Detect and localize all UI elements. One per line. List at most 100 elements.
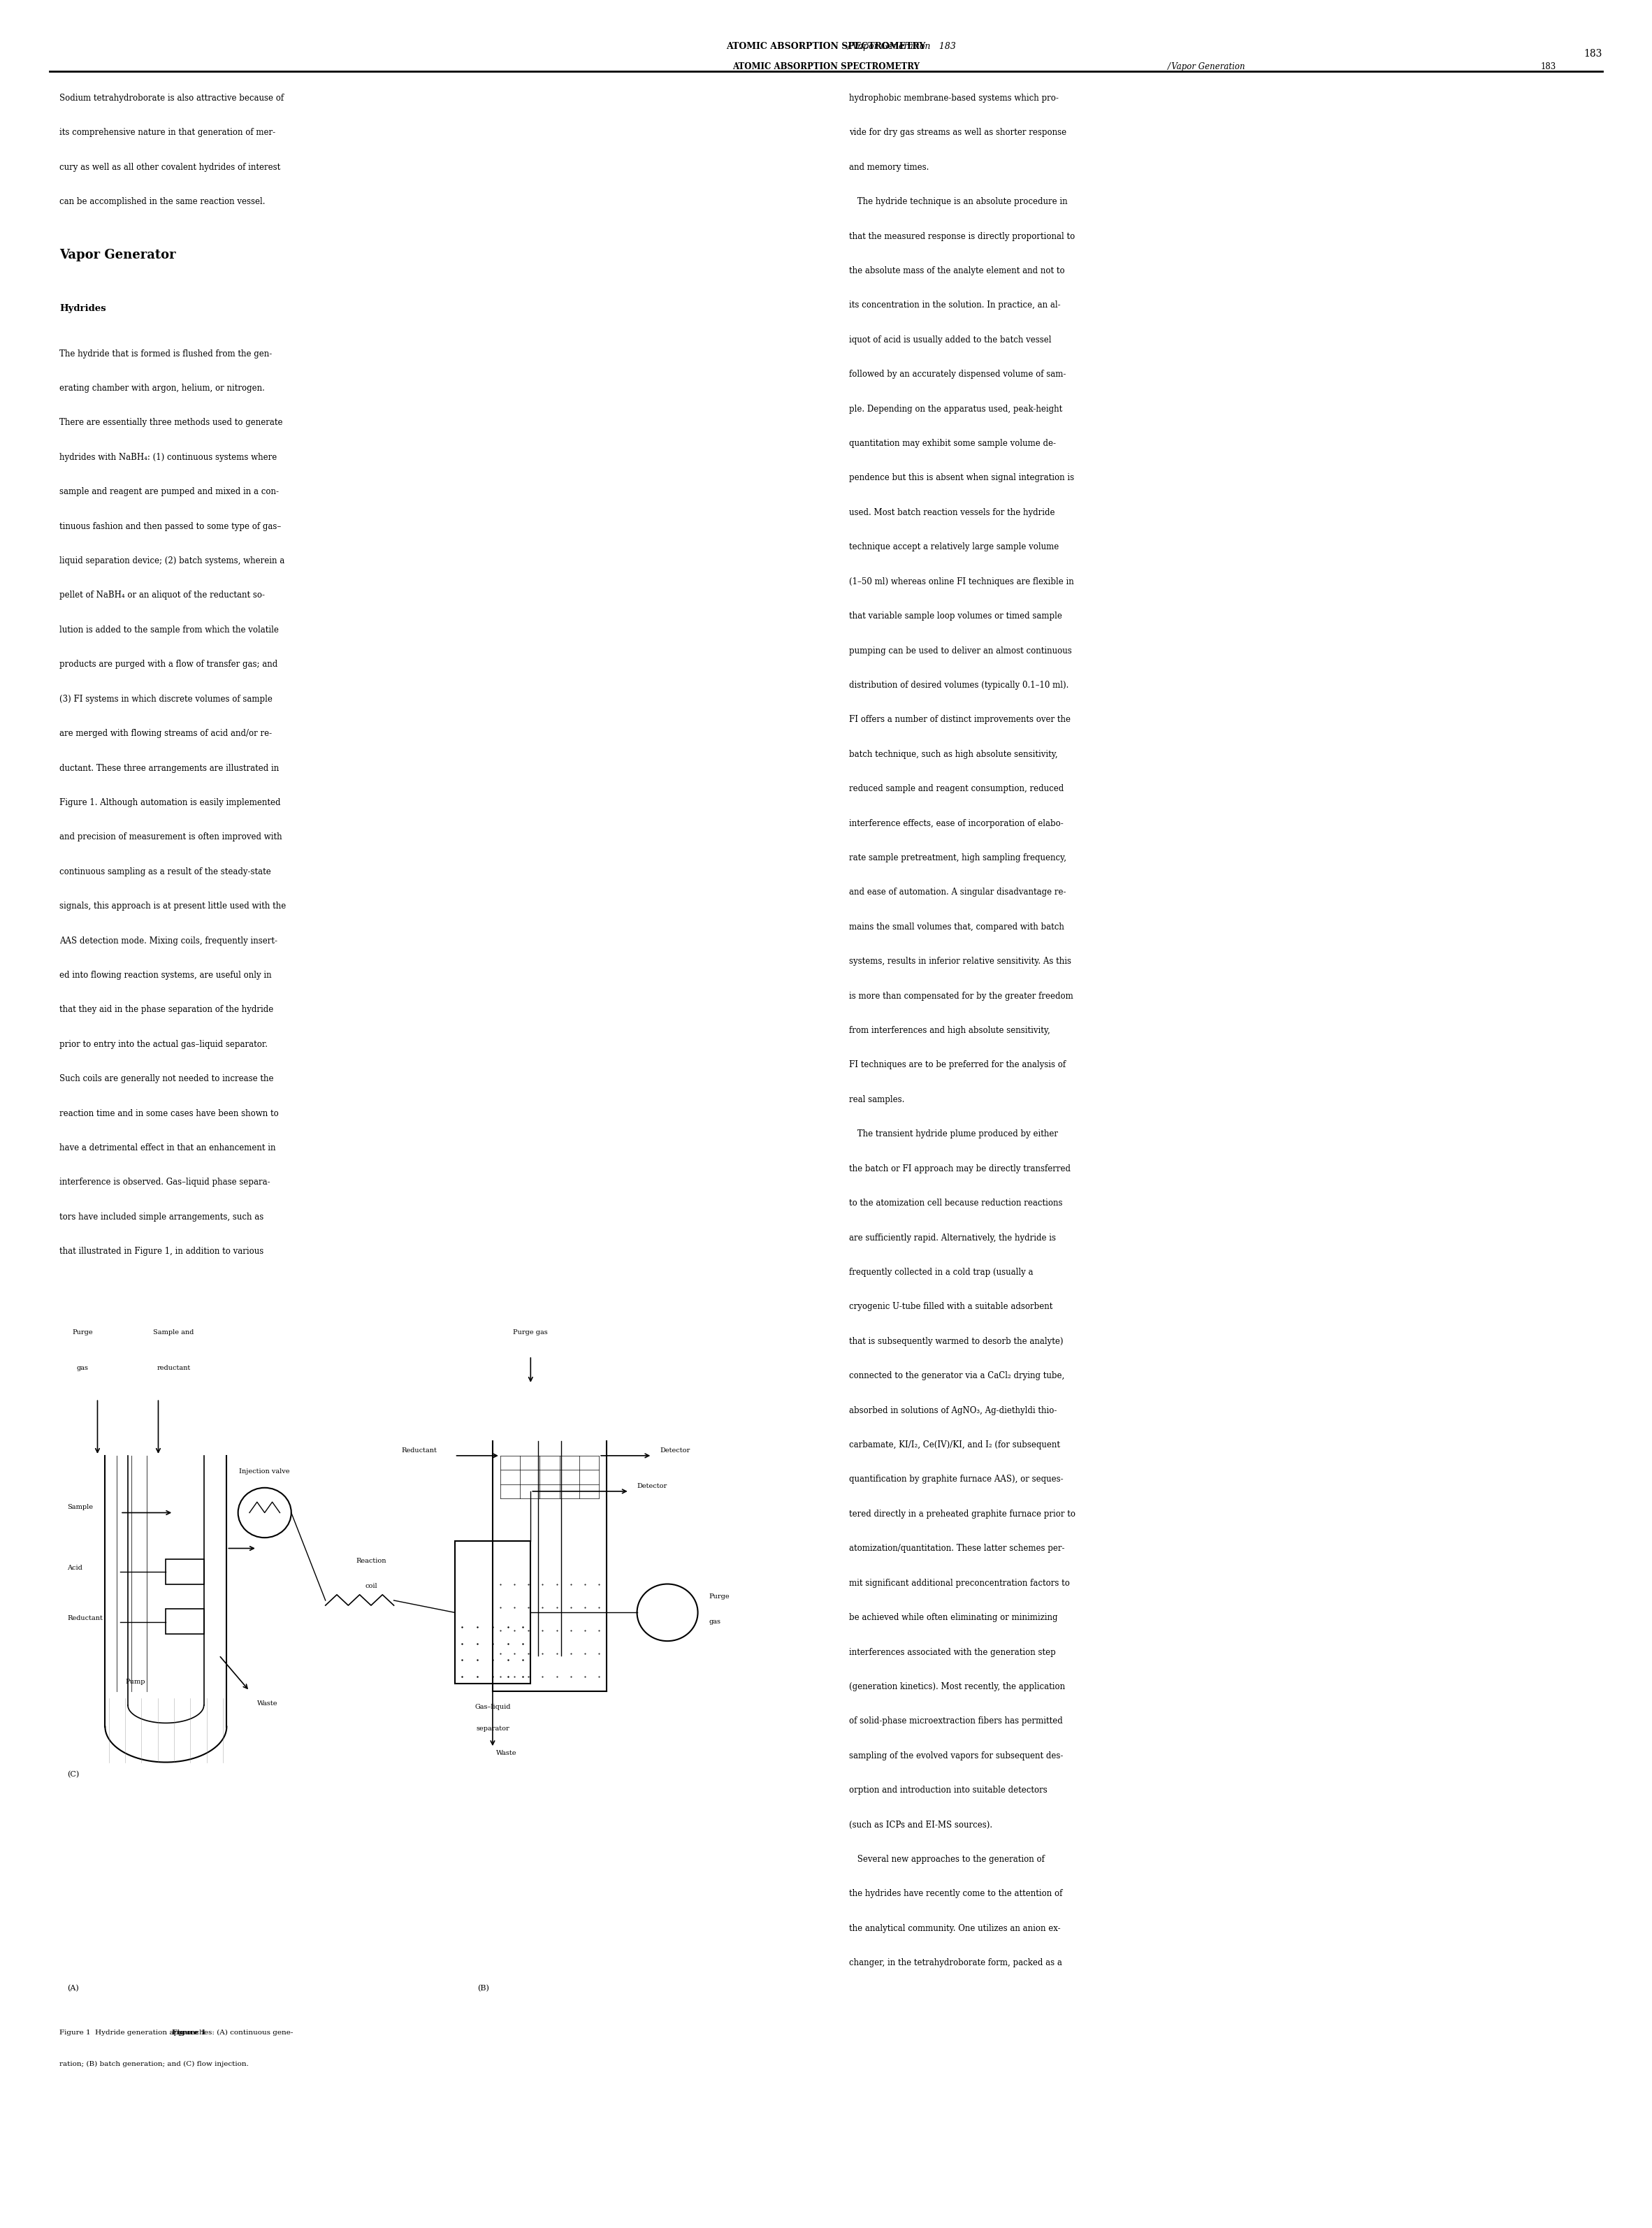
Text: followed by an accurately dispensed volume of sam-: followed by an accurately dispensed volu…: [849, 370, 1066, 379]
Text: be achieved while often eliminating or minimizing: be achieved while often eliminating or m…: [849, 1613, 1057, 1622]
Text: have a detrimental effect in that an enhancement in: have a detrimental effect in that an enh…: [59, 1143, 276, 1152]
Text: coil: coil: [365, 1582, 377, 1589]
Text: its concentration in the solution. In practice, an al-: its concentration in the solution. In pr…: [849, 301, 1061, 310]
Text: (B): (B): [477, 1985, 489, 1992]
Text: rate sample pretreatment, high sampling frequency,: rate sample pretreatment, high sampling …: [849, 853, 1067, 862]
Text: Reductant: Reductant: [401, 1448, 438, 1453]
Text: The hydride that is formed is flushed from the gen-: The hydride that is formed is flushed fr…: [59, 350, 273, 359]
Text: erating chamber with argon, helium, or nitrogen.: erating chamber with argon, helium, or n…: [59, 383, 264, 392]
Text: Figure 1. Although automation is easily implemented: Figure 1. Although automation is easily …: [59, 798, 281, 807]
Text: / Vapor Generation  183: / Vapor Generation 183: [697, 42, 955, 51]
Text: interferences associated with the generation step: interferences associated with the genera…: [849, 1646, 1056, 1658]
Text: Injection valve: Injection valve: [240, 1468, 291, 1475]
Text: Purge: Purge: [73, 1330, 93, 1337]
Text: used. Most batch reaction vessels for the hydride: used. Most batch reaction vessels for th…: [849, 508, 1056, 517]
Text: connected to the generator via a CaCl₂ drying tube,: connected to the generator via a CaCl₂ d…: [849, 1370, 1064, 1381]
Text: (3) FI systems in which discrete volumes of sample: (3) FI systems in which discrete volumes…: [59, 695, 273, 704]
Text: mit significant additional preconcentration factors to: mit significant additional preconcentrat…: [849, 1577, 1070, 1589]
Text: Acid: Acid: [68, 1564, 83, 1571]
Text: can be accomplished in the same reaction vessel.: can be accomplished in the same reaction…: [59, 198, 266, 207]
Text: (1–50 ml) whereas online FI techniques are flexible in: (1–50 ml) whereas online FI techniques a…: [849, 577, 1074, 586]
Text: are merged with flowing streams of acid and/or re-: are merged with flowing streams of acid …: [59, 729, 273, 737]
Text: technique accept a relatively large sample volume: technique accept a relatively large samp…: [849, 541, 1059, 553]
Text: The transient hydride plume produced by either: The transient hydride plume produced by …: [849, 1130, 1057, 1139]
Text: batch technique, such as high absolute sensitivity,: batch technique, such as high absolute s…: [849, 749, 1057, 760]
Text: its comprehensive nature in that generation of mer-: its comprehensive nature in that generat…: [59, 129, 276, 138]
Text: ATOMIC ABSORPTION SPECTROMETRY: ATOMIC ABSORPTION SPECTROMETRY: [732, 62, 920, 71]
Text: gas: gas: [709, 1618, 720, 1624]
Bar: [454, 1542, 530, 1684]
Text: lution is added to the sample from which the volatile: lution is added to the sample from which…: [59, 626, 279, 635]
Text: tors have included simple arrangements, such as: tors have included simple arrangements, …: [59, 1212, 264, 1221]
Text: real samples.: real samples.: [849, 1094, 905, 1105]
Text: cury as well as all other covalent hydrides of interest: cury as well as all other covalent hydri…: [59, 163, 281, 172]
Text: reduced sample and reagent consumption, reduced: reduced sample and reagent consumption, …: [849, 784, 1064, 793]
Text: Vapor Generator: Vapor Generator: [59, 250, 175, 261]
Text: / Vapor Generation: / Vapor Generation: [1168, 62, 1246, 71]
Text: separator: separator: [476, 1724, 509, 1731]
Text: sample and reagent are pumped and mixed in a con-: sample and reagent are pumped and mixed …: [59, 488, 279, 497]
Text: (C): (C): [68, 1771, 79, 1778]
Text: FI techniques are to be preferred for the analysis of: FI techniques are to be preferred for th…: [849, 1061, 1066, 1069]
Text: frequently collected in a cold trap (usually a: frequently collected in a cold trap (usu…: [849, 1268, 1032, 1277]
Text: Gas–liquid: Gas–liquid: [474, 1704, 510, 1711]
Text: iquot of acid is usually added to the batch vessel: iquot of acid is usually added to the ba…: [849, 334, 1051, 345]
Text: Sample: Sample: [68, 1504, 93, 1511]
Text: the absolute mass of the analyte element and not to: the absolute mass of the analyte element…: [849, 265, 1066, 276]
Text: the batch or FI approach may be directly transferred: the batch or FI approach may be directly…: [849, 1163, 1070, 1174]
Text: and memory times.: and memory times.: [849, 163, 928, 172]
Text: systems, results in inferior relative sensitivity. As this: systems, results in inferior relative se…: [849, 956, 1072, 967]
Text: that illustrated in Figure 1, in addition to various: that illustrated in Figure 1, in additio…: [59, 1248, 264, 1257]
Text: atomization/quantitation. These latter schemes per-: atomization/quantitation. These latter s…: [849, 1544, 1064, 1553]
Text: orption and introduction into suitable detectors: orption and introduction into suitable d…: [849, 1785, 1047, 1796]
Bar: [165, 1609, 203, 1633]
Text: of solid-phase microextraction fibers has permitted: of solid-phase microextraction fibers ha…: [849, 1716, 1062, 1727]
Text: sampling of the evolved vapors for subsequent des-: sampling of the evolved vapors for subse…: [849, 1751, 1064, 1760]
Text: Reaction: Reaction: [355, 1557, 387, 1564]
Text: 183: 183: [1540, 62, 1556, 71]
Text: ed into flowing reaction systems, are useful only in: ed into flowing reaction systems, are us…: [59, 971, 271, 980]
Text: the analytical community. One utilizes an anion ex-: the analytical community. One utilizes a…: [849, 1923, 1061, 1934]
Text: distribution of desired volumes (typically 0.1–10 ml).: distribution of desired volumes (typical…: [849, 680, 1069, 691]
Text: Waste: Waste: [258, 1700, 278, 1707]
Text: mains the small volumes that, compared with batch: mains the small volumes that, compared w…: [849, 922, 1064, 931]
Text: Reductant: Reductant: [68, 1615, 102, 1622]
Text: absorbed in solutions of AgNO₃, Ag-diethyldi thio-: absorbed in solutions of AgNO₃, Ag-dieth…: [849, 1406, 1057, 1415]
Text: Purge gas: Purge gas: [514, 1330, 548, 1337]
Text: Such coils are generally not needed to increase the: Such coils are generally not needed to i…: [59, 1074, 274, 1083]
Text: Purge: Purge: [709, 1593, 730, 1600]
Text: Detector: Detector: [638, 1484, 667, 1488]
Text: Several new approaches to the generation of: Several new approaches to the generation…: [849, 1854, 1044, 1865]
Text: ATOMIC ABSORPTION SPECTROMETRY: ATOMIC ABSORPTION SPECTROMETRY: [727, 42, 925, 51]
Text: interference effects, ease of incorporation of elabo-: interference effects, ease of incorporat…: [849, 818, 1064, 829]
Text: Sample and: Sample and: [154, 1330, 193, 1337]
Text: carbamate, KI/I₂, Ce(IV)/KI, and I₂ (for subsequent: carbamate, KI/I₂, Ce(IV)/KI, and I₂ (for…: [849, 1439, 1061, 1450]
Text: liquid separation device; (2) batch systems, wherein a: liquid separation device; (2) batch syst…: [59, 557, 284, 566]
Text: (generation kinetics). Most recently, the application: (generation kinetics). Most recently, th…: [849, 1682, 1066, 1691]
Text: AAS detection mode. Mixing coils, frequently insert-: AAS detection mode. Mixing coils, freque…: [59, 936, 278, 945]
Text: interference is observed. Gas–liquid phase separa-: interference is observed. Gas–liquid pha…: [59, 1179, 271, 1188]
Text: pumping can be used to deliver an almost continuous: pumping can be used to deliver an almost…: [849, 646, 1072, 655]
Text: pellet of NaBH₄ or an aliquot of the reductant so-: pellet of NaBH₄ or an aliquot of the red…: [59, 590, 264, 599]
Text: tinuous fashion and then passed to some type of gas–: tinuous fashion and then passed to some …: [59, 521, 281, 530]
Text: reductant: reductant: [157, 1366, 190, 1372]
Text: that variable sample loop volumes or timed sample: that variable sample loop volumes or tim…: [849, 610, 1062, 622]
Bar: [165, 1560, 203, 1584]
Text: and precision of measurement is often improved with: and precision of measurement is often im…: [59, 833, 282, 842]
Text: from interferences and high absolute sensitivity,: from interferences and high absolute sen…: [849, 1025, 1051, 1036]
Text: FI offers a number of distinct improvements over the: FI offers a number of distinct improveme…: [849, 715, 1070, 724]
Text: that is subsequently warmed to desorb the analyte): that is subsequently warmed to desorb th…: [849, 1337, 1064, 1346]
Text: is more than compensated for by the greater freedom: is more than compensated for by the grea…: [849, 991, 1074, 1000]
Text: and ease of automation. A singular disadvantage re-: and ease of automation. A singular disad…: [849, 887, 1066, 898]
Text: changer, in the tetrahydroborate form, packed as a: changer, in the tetrahydroborate form, p…: [849, 1958, 1062, 1967]
Text: ple. Depending on the apparatus used, peak-height: ple. Depending on the apparatus used, pe…: [849, 403, 1062, 414]
Text: vide for dry gas streams as well as shorter response: vide for dry gas streams as well as shor…: [849, 129, 1067, 138]
Text: Waste: Waste: [497, 1751, 517, 1756]
Text: Sodium tetrahydroborate is also attractive because of: Sodium tetrahydroborate is also attracti…: [59, 94, 284, 102]
Text: There are essentially three methods used to generate: There are essentially three methods used…: [59, 419, 282, 428]
Text: that the measured response is directly proportional to: that the measured response is directly p…: [849, 232, 1075, 241]
Text: products are purged with a flow of transfer gas; and: products are purged with a flow of trans…: [59, 659, 278, 668]
Text: are sufficiently rapid. Alternatively, the hydride is: are sufficiently rapid. Alternatively, t…: [849, 1232, 1056, 1243]
Text: ration; (B) batch generation; and (C) flow injection.: ration; (B) batch generation; and (C) fl…: [59, 2061, 249, 2068]
Text: prior to entry into the actual gas–liquid separator.: prior to entry into the actual gas–liqui…: [59, 1040, 268, 1049]
